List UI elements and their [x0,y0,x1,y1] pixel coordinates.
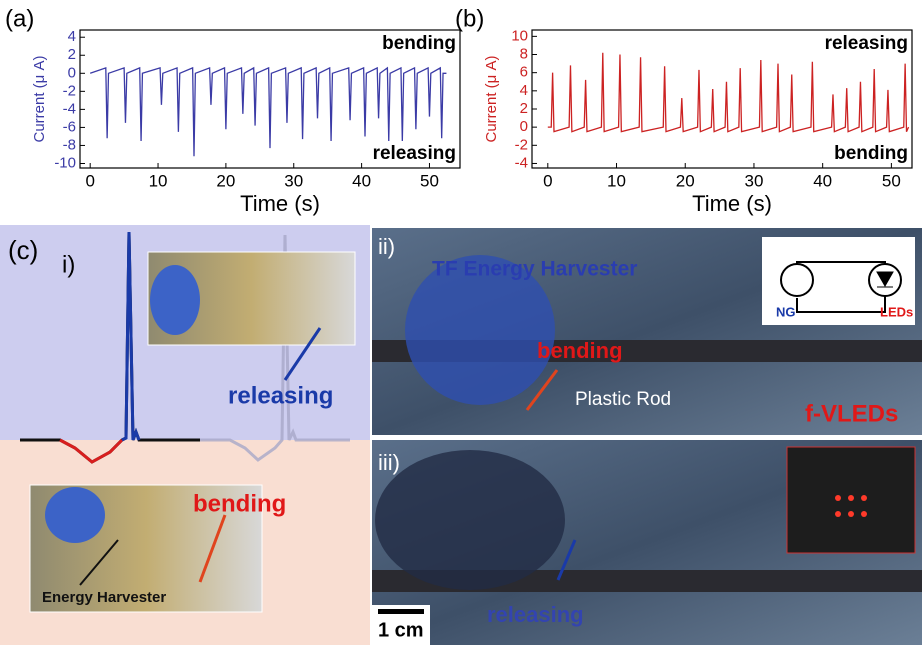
scale-label: 1 cm [378,619,424,641]
panel-label: (b) [455,5,484,32]
annotation: bending [382,33,456,54]
y-tick-label: -2 [63,82,76,99]
ng-symbol [781,264,813,296]
data-line [548,53,909,132]
circuit-label: LEDs [880,304,913,319]
annotation: Energy Harvester [42,589,166,606]
y-tick-label: 6 [520,64,528,81]
x-tick-label: 20 [676,171,695,190]
y-axis-label: Current (μ A) [31,56,48,143]
scale-bar [378,609,424,614]
y-tick-label: 4 [520,82,528,99]
annotation: releasing [373,143,456,164]
glove [375,450,565,590]
figure-canvas: (c) i) releasing bending Energy Harveste… [0,0,922,645]
annotation: releasing [825,33,908,54]
sub-label: i) [62,251,75,278]
x-tick-label: 30 [284,171,303,190]
x-tick-label: 50 [882,171,901,190]
y-tick-label: -4 [515,154,528,171]
y-tick-label: -8 [63,136,76,153]
y-tick-label: -2 [515,136,528,153]
y-tick-label: 0 [68,64,76,81]
annotation: bending [537,338,623,363]
figure: (c) i) releasing bending Energy Harveste… [0,0,922,645]
annotation: releasing [487,602,584,627]
y-tick-label: 2 [68,46,76,63]
x-axis-label: Time (s) [692,191,772,216]
y-tick-label: 10 [511,27,528,44]
panel-label: (c) [8,235,38,265]
annotation: Plastic Rod [575,389,671,410]
x-tick-label: 50 [420,171,439,190]
x-tick-label: 10 [607,171,626,190]
x-axis-label: Time (s) [240,191,320,216]
y-tick-label: 8 [520,45,528,62]
y-tick-label: -6 [63,118,76,135]
glove [45,487,105,543]
x-tick-label: 10 [149,171,168,190]
y-tick-label: 2 [520,100,528,117]
annotation: releasing [228,382,333,409]
x-tick-label: 0 [85,171,94,190]
x-tick-label: 20 [216,171,235,190]
annotation: bending [834,143,908,164]
x-tick-label: 40 [813,171,832,190]
y-axis-label: Current (μ A) [483,56,500,143]
y-tick-label: 0 [520,118,528,135]
sub-label: iii) [378,450,400,475]
x-tick-label: 30 [744,171,763,190]
panel-label: (a) [5,5,34,32]
glove [150,265,200,335]
x-tick-label: 0 [543,171,552,190]
x-tick-label: 40 [352,171,371,190]
annotation: bending [193,490,286,517]
circuit-label: NG [776,304,796,319]
sub-label: ii) [378,234,395,259]
y-tick-label: -4 [63,100,76,117]
y-tick-label: 4 [68,28,76,45]
y-tick-label: -10 [54,154,76,171]
annotation: f-VLEDs [805,400,898,427]
annotation: TF Energy Harvester [432,258,637,281]
